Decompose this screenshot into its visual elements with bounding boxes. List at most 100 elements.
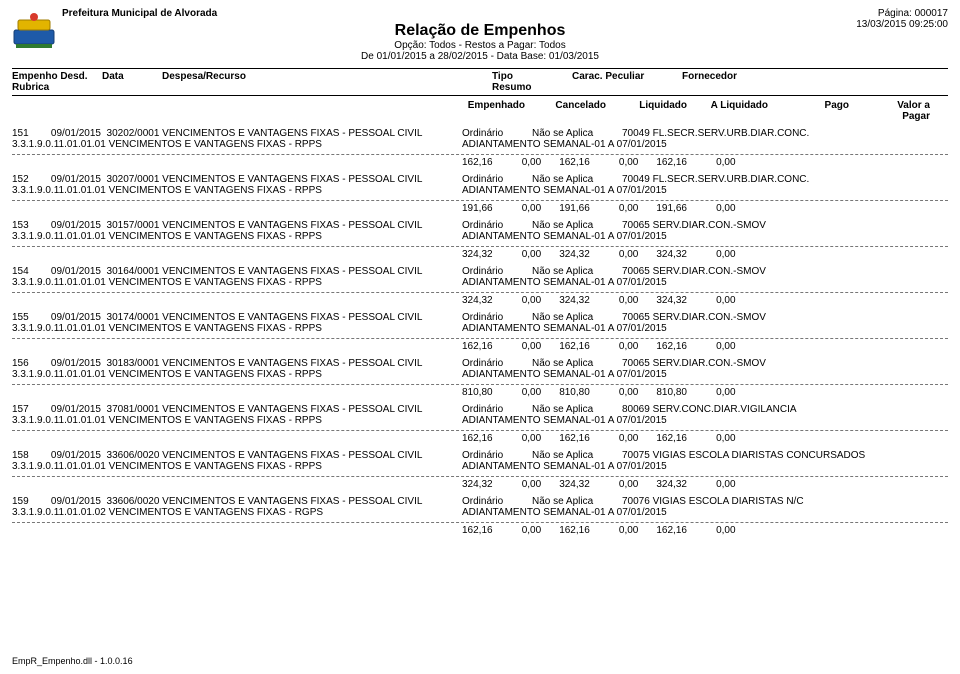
emp-date: 09/01/2015 <box>51 496 101 507</box>
entry-row: 153 09/01/2015 30157/0001 VENCIMENTOS E … <box>12 220 948 260</box>
total-c5: 162,16 <box>656 157 705 168</box>
hdr-rubrica: Rubrica <box>12 82 492 93</box>
emp-date: 09/01/2015 <box>51 128 101 139</box>
hdr-data: Data <box>102 71 162 82</box>
mh-empenhado: Empenhado <box>462 100 543 122</box>
emp-rubrica: 3.3.1.9.0.11.01.01.01 VENCIMENTOS E VANT… <box>12 369 462 380</box>
emp-date: 09/01/2015 <box>51 312 101 323</box>
emp-code: 30202/0001 <box>107 128 160 139</box>
emp-desc: VENCIMENTOS E VANTAGENS FIXAS - PESSOAL … <box>162 404 422 415</box>
total-c2: 0,00 <box>511 203 560 214</box>
total-c6: 0,00 <box>705 249 754 260</box>
total-c2: 0,00 <box>511 249 560 260</box>
entry-row: 156 09/01/2015 30183/0001 VENCIMENTOS E … <box>12 358 948 398</box>
municipal-logo-icon <box>12 8 56 52</box>
emp-adiantamento: ADIANTAMENTO SEMANAL-01 A 07/01/2015 <box>462 369 948 380</box>
total-c5: 162,16 <box>656 525 705 536</box>
total-c5: 324,32 <box>656 479 705 490</box>
total-c4: 0,00 <box>608 157 657 168</box>
emp-desc: VENCIMENTOS E VANTAGENS FIXAS - PESSOAL … <box>162 128 422 139</box>
emp-no: 151 <box>12 128 29 139</box>
emp-rubrica: 3.3.1.9.0.11.01.01.01 VENCIMENTOS E VANT… <box>12 139 462 150</box>
total-c6: 0,00 <box>705 295 754 306</box>
emp-tipo: Ordinário <box>462 174 532 185</box>
total-c5: 191,66 <box>656 203 705 214</box>
emp-code: 30183/0001 <box>107 358 160 369</box>
emp-fornecedor: 70065 SERV.DIAR.CON.-SMOV <box>622 358 948 369</box>
emp-rubrica: 3.3.1.9.0.11.01.01.01 VENCIMENTOS E VANT… <box>12 277 462 288</box>
total-c2: 0,00 <box>511 525 560 536</box>
total-c4: 0,00 <box>608 295 657 306</box>
total-c3: 162,16 <box>559 341 608 352</box>
total-c3: 324,32 <box>559 295 608 306</box>
emp-desc: VENCIMENTOS E VANTAGENS FIXAS - PESSOAL … <box>162 220 422 231</box>
emp-peculiar: Não se Aplica <box>532 220 622 231</box>
total-c6: 0,00 <box>705 157 754 168</box>
emp-desc: VENCIMENTOS E VANTAGENS FIXAS - PESSOAL … <box>162 450 422 461</box>
total-c6: 0,00 <box>705 203 754 214</box>
column-header: Empenho Desd. Data Despesa/Recurso Tipo … <box>12 68 948 96</box>
emp-tipo: Ordinário <box>462 220 532 231</box>
total-c4: 0,00 <box>608 341 657 352</box>
emp-date: 09/01/2015 <box>51 404 101 415</box>
emp-desc: VENCIMENTOS E VANTAGENS FIXAS - PESSOAL … <box>162 174 422 185</box>
mh-aliquidado: A Liquidado <box>705 100 786 122</box>
total-c2: 0,00 <box>511 387 560 398</box>
page-number: Página: 000017 <box>856 8 948 19</box>
total-c5: 162,16 <box>656 341 705 352</box>
header-left: Prefeitura Municipal de Alvorada <box>12 8 217 52</box>
total-c5: 324,32 <box>656 295 705 306</box>
mh-cancelado: Cancelado <box>543 100 624 122</box>
total-c3: 810,80 <box>559 387 608 398</box>
total-c6: 0,00 <box>705 479 754 490</box>
emp-peculiar: Não se Aplica <box>532 128 622 139</box>
emp-fornecedor: 70049 FL.SECR.SERV.URB.DIAR.CONC. <box>622 174 948 185</box>
hdr-despesa: Despesa/Recurso <box>162 71 492 82</box>
emp-no: 157 <box>12 404 29 415</box>
total-c1: 324,32 <box>462 249 511 260</box>
entry-row: 152 09/01/2015 30207/0001 VENCIMENTOS E … <box>12 174 948 214</box>
mh-valorpagar: Valor a Pagar <box>867 100 948 122</box>
total-c2: 0,00 <box>511 433 560 444</box>
total-c6: 0,00 <box>705 433 754 444</box>
emp-no: 153 <box>12 220 29 231</box>
total-c2: 0,00 <box>511 295 560 306</box>
emp-rubrica: 3.3.1.9.0.11.01.01.01 VENCIMENTOS E VANT… <box>12 323 462 334</box>
total-c1: 162,16 <box>462 157 511 168</box>
emp-desc: VENCIMENTOS E VANTAGENS FIXAS - PESSOAL … <box>162 358 422 369</box>
entry-row: 157 09/01/2015 37081/0001 VENCIMENTOS E … <box>12 404 948 444</box>
emp-no: 152 <box>12 174 29 185</box>
emp-date: 09/01/2015 <box>51 358 101 369</box>
emp-tipo: Ordinário <box>462 312 532 323</box>
total-c5: 162,16 <box>656 433 705 444</box>
emp-adiantamento: ADIANTAMENTO SEMANAL-01 A 07/01/2015 <box>462 185 948 196</box>
total-c4: 0,00 <box>608 525 657 536</box>
emp-desc: VENCIMENTOS E VANTAGENS FIXAS - PESSOAL … <box>162 266 422 277</box>
emp-adiantamento: ADIANTAMENTO SEMANAL-01 A 07/01/2015 <box>462 277 948 288</box>
emp-code: 30207/0001 <box>107 174 160 185</box>
emp-no: 159 <box>12 496 29 507</box>
emp-peculiar: Não se Aplica <box>532 450 622 461</box>
entries-list: 151 09/01/2015 30202/0001 VENCIMENTOS E … <box>12 128 948 536</box>
total-c1: 162,16 <box>462 433 511 444</box>
total-c1: 191,66 <box>462 203 511 214</box>
emp-fornecedor: 70076 VIGIAS ESCOLA DIARISTAS N/C <box>622 496 948 507</box>
emp-date: 09/01/2015 <box>51 174 101 185</box>
total-c6: 0,00 <box>705 387 754 398</box>
emp-adiantamento: ADIANTAMENTO SEMANAL-01 A 07/01/2015 <box>462 323 948 334</box>
emp-code: 37081/0001 <box>107 404 160 415</box>
subtitle-2: De 01/01/2015 a 28/02/2015 - Data Base: … <box>12 51 948 62</box>
emp-code: 30157/0001 <box>107 220 160 231</box>
entry-row: 155 09/01/2015 30174/0001 VENCIMENTOS E … <box>12 312 948 352</box>
total-c1: 162,16 <box>462 525 511 536</box>
emp-rubrica: 3.3.1.9.0.11.01.01.01 VENCIMENTOS E VANT… <box>12 415 462 426</box>
emp-desc: VENCIMENTOS E VANTAGENS FIXAS - PESSOAL … <box>162 312 422 323</box>
emp-fornecedor: 70065 SERV.DIAR.CON.-SMOV <box>622 312 948 323</box>
emp-desc: VENCIMENTOS E VANTAGENS FIXAS - PESSOAL … <box>162 496 422 507</box>
emp-fornecedor: 70075 VIGIAS ESCOLA DIARISTAS CONCURSADO… <box>622 450 948 461</box>
emp-adiantamento: ADIANTAMENTO SEMANAL-01 A 07/01/2015 <box>462 461 948 472</box>
total-c2: 0,00 <box>511 341 560 352</box>
emp-rubrica: 3.3.1.9.0.11.01.01.01 VENCIMENTOS E VANT… <box>12 185 462 196</box>
total-c3: 162,16 <box>559 433 608 444</box>
emp-rubrica: 3.3.1.9.0.11.01.01.02 VENCIMENTOS E VANT… <box>12 507 462 518</box>
